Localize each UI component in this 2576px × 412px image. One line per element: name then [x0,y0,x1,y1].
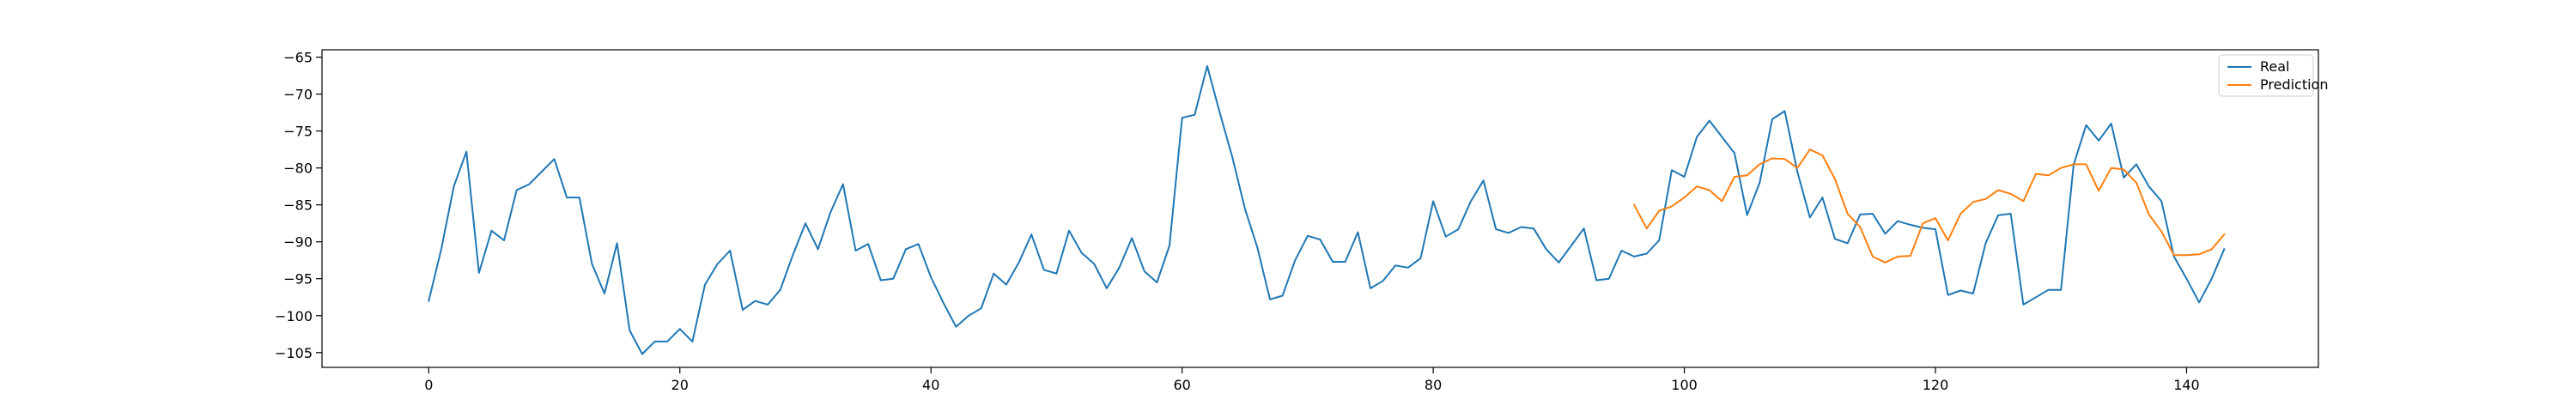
plot-area [322,50,2318,367]
y-tick-label: −75 [283,124,313,140]
x-tick-label: 80 [1425,377,1442,393]
y-tick-label: −105 [275,345,313,361]
y-tick-label: −70 [283,87,313,103]
series-line-real [428,64,2226,355]
legend-label-real: Real [2260,58,2290,75]
x-tick-label: 40 [922,377,939,393]
legend: Real Prediction [2218,54,2328,97]
x-axis: 0 20 40 60 80 100 120 140 [424,367,2200,393]
x-tick-label: 60 [1173,377,1190,393]
x-tick-label: 20 [671,377,689,393]
y-tick-label: −95 [283,271,313,288]
y-tick-label: −65 [283,50,313,66]
x-tick-label: 120 [1923,377,1949,393]
y-tick-label: −85 [283,197,313,214]
x-tick-label: 100 [1671,377,1698,393]
y-tick-label: −90 [283,234,313,251]
y-axis: −105 −100 −95 −90 −85 −80 −75 −70 −65 [275,50,322,361]
series-layer [428,64,2226,355]
legend-label-prediction: Prediction [2260,76,2328,93]
series-line-prediction [1632,148,2226,264]
y-tick-label: −80 [283,161,313,177]
x-tick-label: 140 [2173,377,2200,393]
x-tick-label: 0 [424,377,433,393]
plot-frame [321,49,2319,368]
y-tick-label: −100 [275,308,313,324]
